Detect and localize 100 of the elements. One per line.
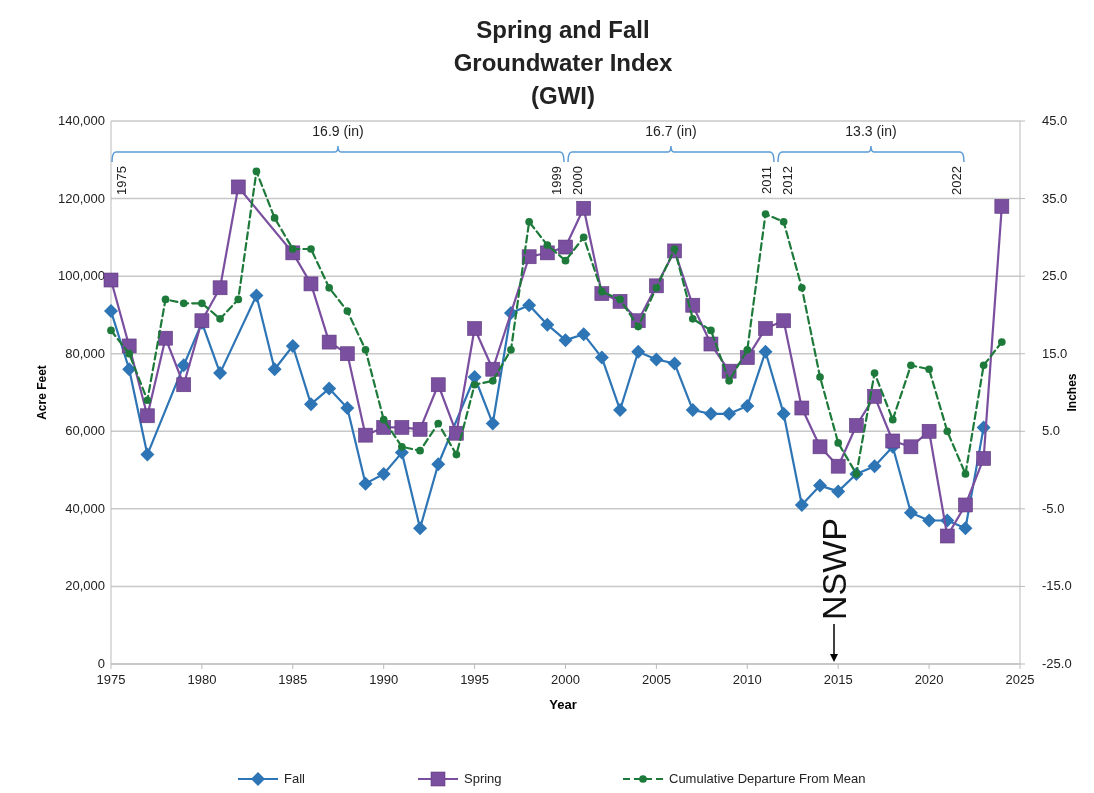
point [249,288,264,303]
x-tick-label: 1985 [278,672,308,687]
point [267,362,282,377]
point [416,446,424,455]
y-axis-title: Acre Feet [35,365,49,420]
point [488,377,497,385]
point [234,295,243,304]
point [558,239,573,255]
point [307,245,315,253]
y-tick-label: 140,000 [58,113,105,128]
point [649,352,664,367]
point [285,338,300,353]
point [561,256,570,265]
point [430,377,446,393]
annotation: 2022 [949,166,964,195]
x-tick-label: 1990 [369,672,399,687]
legend-label: Spring [464,771,502,786]
annotation: 1975 [114,166,129,195]
point [161,295,170,304]
point [888,415,897,424]
point [303,276,319,292]
point [594,350,609,365]
point [103,272,119,288]
point [270,214,279,222]
point [667,356,682,371]
y-tick-label: 0 [97,656,105,671]
annotation: 2011 [759,166,774,194]
y2-tick-label: 25.0 [1042,268,1068,284]
point [558,333,573,348]
point [925,365,933,374]
point [885,433,901,449]
point [143,396,152,405]
point [412,422,428,437]
y2-tick-label: 45.0 [1042,113,1068,128]
point [485,416,500,431]
x-tick-label: 2000 [551,672,580,687]
point [849,418,864,433]
annotation: 16.9 (in) [312,123,364,140]
y2-tick-label: -25.0 [1042,656,1072,671]
point [812,439,828,455]
point [958,521,973,536]
legend-label: Fall [284,771,306,786]
x-tick-label: 1980 [187,672,217,687]
point [361,345,370,354]
point [870,369,879,377]
point [322,381,337,396]
x-tick-label: 2010 [732,672,762,687]
point [576,327,591,342]
annotation: 13.3 (in) [845,123,897,140]
point [452,450,461,459]
point [525,217,533,226]
point [943,427,952,436]
point [922,513,937,528]
point [979,361,988,370]
y-tick-label: 20,000 [65,578,105,594]
point [834,439,843,447]
point [994,199,1010,214]
point [921,423,937,439]
point [413,521,428,536]
point [179,299,188,308]
point [321,334,337,350]
point [198,299,206,308]
point [470,380,479,389]
point [340,401,355,416]
point [830,458,846,474]
x-tick-label: 1995 [460,672,490,687]
point [634,322,643,331]
y-tick-label: 80,000 [65,345,105,361]
point [831,484,846,499]
point [343,307,352,315]
point [176,377,192,393]
point [394,420,410,435]
point [107,326,115,335]
y-tick-label: 40,000 [65,500,105,516]
point [216,314,224,323]
point [340,346,355,362]
y2-tick-label: 15.0 [1042,345,1068,361]
point [212,280,228,296]
point [743,345,752,354]
y-tick-label: 100,000 [58,268,105,284]
x-tick-label: 2020 [914,672,944,687]
point [631,344,646,359]
annotation: NSWP [815,518,853,620]
point [540,317,555,332]
point [176,358,191,373]
x-axis-title: Year [549,697,577,712]
point [997,338,1006,346]
point [794,400,810,416]
point [722,406,737,421]
point [776,406,791,421]
point [125,349,134,358]
point [379,415,388,424]
point [816,373,824,381]
y2-tick-label: -5.0 [1042,500,1065,516]
point [867,459,882,474]
point [358,476,373,491]
point [467,321,482,336]
point [903,505,918,520]
y2-tick-label: 35.0 [1042,190,1068,206]
y2-axis-title: Inches [1065,373,1079,412]
